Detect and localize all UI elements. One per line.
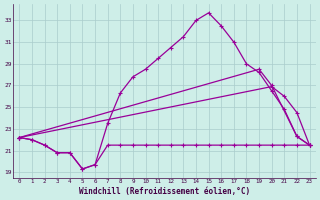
X-axis label: Windchill (Refroidissement éolien,°C): Windchill (Refroidissement éolien,°C) [79,187,250,196]
